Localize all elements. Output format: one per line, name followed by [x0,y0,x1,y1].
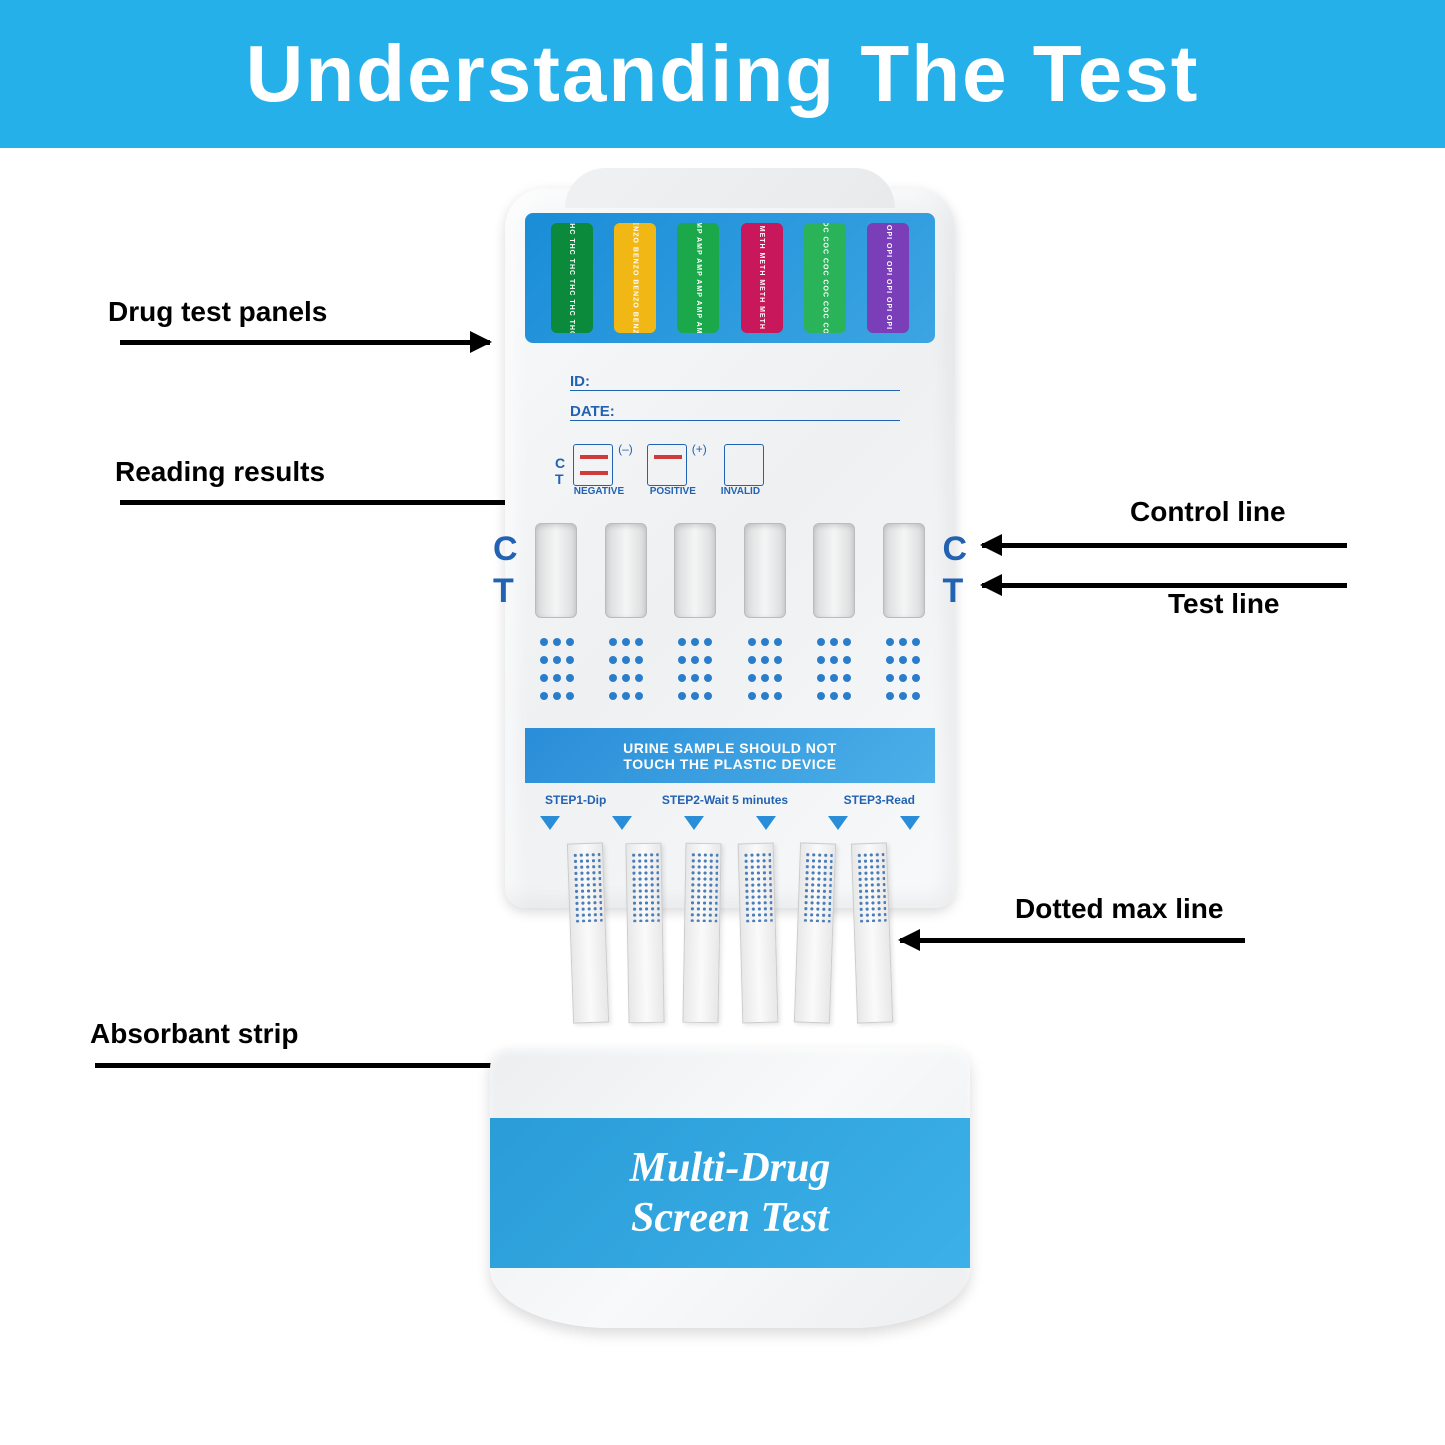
legend-box-neg [573,444,613,486]
step1: STEP1-Dip [545,793,606,807]
dotted-max-line [540,638,920,710]
absorbent-strip [567,842,609,1023]
panel-strip: OPI OPI OPI OPI OPI OPI [867,223,909,333]
label-absorb: Absorbant strip [90,1018,298,1050]
absorbent-strip [794,842,836,1023]
label-maxline: Dotted max line [1015,893,1223,925]
header-band: Understanding The Test [0,0,1445,148]
step3: STEP3-Read [844,793,915,807]
device-cap: Multi-Drug Screen Test [490,1048,970,1328]
ct-markers-right: C T [942,528,967,612]
legend-positive: (+) POSITIVE [647,444,711,497]
device-top-curve [565,168,895,208]
test-device: THC THC THC THC THC THC BENZO BENZO BENZ… [505,188,955,908]
legend-invalid: INVALID [721,444,772,497]
absorbent-strip [625,843,664,1024]
absorbent-strips [570,843,890,1023]
panel-strip: COC COC COC COC COC COC [804,223,846,333]
result-window [813,523,855,618]
down-arrow-icon [900,816,920,830]
warning-band: URINE SAMPLE SHOULD NOT TOUCH THE PLASTI… [525,728,935,783]
result-window [674,523,716,618]
down-arrow-icon [540,816,560,830]
absorbent-strip [682,843,721,1024]
page-title: Understanding The Test [246,28,1200,120]
arrow-panels [120,340,490,345]
arrow-test [982,583,1347,588]
absorbent-strip [851,842,893,1023]
diagram-area: Drug test panels Reading results Absorba… [0,148,1445,1445]
label-reading: Reading results [115,456,325,488]
arrow-absorb [95,1063,555,1068]
panel-strip: AMP AMP AMP AMP AMP AMP [677,223,719,333]
result-window [883,523,925,618]
label-control: Control line [1130,496,1286,528]
down-arrow-icon [612,816,632,830]
date-field: DATE: [570,403,900,421]
panel-strip: THC THC THC THC THC THC [551,223,593,333]
legend-c: C [555,455,565,471]
arrow-reading [120,500,535,505]
legend-t: T [555,471,565,487]
legend-box-pos [647,444,687,486]
label-panels: Drug test panels [108,296,327,328]
arrow-control [982,543,1347,548]
result-window [535,523,577,618]
cap-line1: Multi-Drug [630,1143,831,1193]
arrow-maxline [900,938,1245,943]
result-window [744,523,786,618]
steps-row: STEP1-Dip STEP2-Wait 5 minutes STEP3-Rea… [545,793,915,807]
step-arrows [540,816,920,830]
down-arrow-icon [756,816,776,830]
cap-label-band: Multi-Drug Screen Test [490,1118,970,1268]
result-windows [535,523,925,618]
label-test: Test line [1168,588,1280,620]
panel-strip: METH METH METH METH METH METH [741,223,783,333]
result-window [605,523,647,618]
legend-ct-labels: C T [555,455,565,487]
reading-legend: C T (–) NEGATIVE (+) POSITIVE INVALID [555,443,915,498]
ct-markers-left: C T [493,528,518,612]
step2: STEP2-Wait 5 minutes [662,793,788,807]
panel-header: THC THC THC THC THC THC BENZO BENZO BENZ… [525,213,935,343]
down-arrow-icon [684,816,704,830]
panel-strip: BENZO BENZO BENZO BENZO BENZO BENZO [614,223,656,333]
cap-line2: Screen Test [631,1193,829,1243]
id-field: ID: [570,373,900,391]
absorbent-strip [738,843,779,1024]
legend-negative: (–) NEGATIVE [573,444,637,497]
legend-box-inv [724,444,764,486]
down-arrow-icon [828,816,848,830]
